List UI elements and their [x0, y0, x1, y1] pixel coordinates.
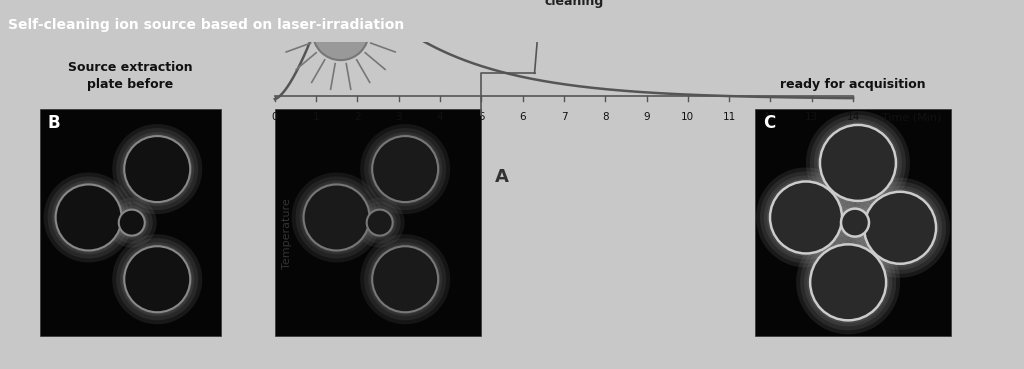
Ellipse shape — [312, 4, 369, 60]
Ellipse shape — [117, 208, 146, 238]
Text: Self-cleaning ion source based on laser-irradiation: Self-cleaning ion source based on laser-… — [8, 18, 404, 32]
Ellipse shape — [360, 124, 451, 214]
Text: 0: 0 — [271, 113, 279, 123]
Ellipse shape — [53, 183, 124, 252]
Ellipse shape — [113, 234, 203, 324]
Ellipse shape — [300, 180, 374, 255]
Text: B: B — [47, 114, 60, 132]
Ellipse shape — [838, 206, 872, 239]
Ellipse shape — [817, 122, 899, 204]
Ellipse shape — [369, 132, 442, 206]
Ellipse shape — [106, 198, 157, 248]
Text: Source extraction
plate before: Source extraction plate before — [68, 61, 193, 91]
Ellipse shape — [44, 172, 134, 262]
Text: Time (Min): Time (Min) — [883, 113, 942, 123]
Ellipse shape — [756, 168, 856, 268]
Ellipse shape — [117, 238, 199, 320]
Ellipse shape — [810, 115, 906, 211]
Ellipse shape — [806, 111, 910, 215]
Text: 1: 1 — [312, 113, 319, 123]
Text: 2: 2 — [354, 113, 360, 123]
Text: Temperature: Temperature — [282, 199, 292, 269]
Ellipse shape — [303, 184, 370, 251]
Ellipse shape — [292, 172, 382, 262]
Text: 13: 13 — [805, 113, 818, 123]
Ellipse shape — [55, 184, 122, 251]
Ellipse shape — [115, 206, 148, 239]
Ellipse shape — [365, 208, 394, 238]
Ellipse shape — [119, 210, 144, 236]
Ellipse shape — [858, 186, 942, 270]
Ellipse shape — [117, 128, 199, 210]
Ellipse shape — [360, 234, 451, 324]
Ellipse shape — [365, 238, 446, 320]
Text: C: C — [763, 114, 775, 132]
Text: 12: 12 — [764, 113, 777, 123]
Ellipse shape — [358, 201, 400, 244]
Ellipse shape — [864, 192, 936, 264]
Ellipse shape — [367, 210, 392, 236]
Ellipse shape — [800, 234, 896, 330]
Text: 9: 9 — [643, 113, 650, 123]
Ellipse shape — [51, 180, 126, 255]
Text: 10: 10 — [681, 113, 694, 123]
Ellipse shape — [820, 125, 896, 201]
Ellipse shape — [770, 182, 842, 254]
Text: 8: 8 — [602, 113, 608, 123]
Ellipse shape — [296, 176, 378, 258]
Ellipse shape — [365, 128, 446, 210]
Ellipse shape — [372, 136, 438, 202]
Ellipse shape — [764, 176, 848, 259]
Text: 14: 14 — [847, 113, 860, 123]
Ellipse shape — [371, 134, 440, 204]
Ellipse shape — [850, 178, 950, 278]
Ellipse shape — [120, 242, 195, 316]
Ellipse shape — [302, 183, 372, 252]
Ellipse shape — [120, 132, 195, 206]
Text: A: A — [496, 168, 509, 186]
Ellipse shape — [124, 246, 190, 312]
Ellipse shape — [371, 244, 440, 314]
Ellipse shape — [113, 124, 203, 214]
Ellipse shape — [122, 134, 193, 204]
Ellipse shape — [807, 241, 889, 323]
Text: 4: 4 — [436, 113, 443, 123]
Ellipse shape — [369, 242, 442, 316]
Text: 7: 7 — [560, 113, 567, 123]
Text: 5: 5 — [478, 113, 484, 123]
Ellipse shape — [831, 199, 879, 246]
Ellipse shape — [124, 136, 190, 202]
Ellipse shape — [861, 189, 939, 267]
Ellipse shape — [767, 179, 845, 256]
Ellipse shape — [48, 176, 130, 258]
Ellipse shape — [111, 201, 153, 244]
Text: 3: 3 — [395, 113, 402, 123]
Ellipse shape — [854, 182, 946, 274]
Text: cleaning: cleaning — [545, 0, 603, 8]
Ellipse shape — [122, 244, 193, 314]
Text: 6: 6 — [519, 113, 526, 123]
Ellipse shape — [796, 230, 900, 334]
Bar — [274, 109, 480, 336]
Text: ready for acquisition: ready for acquisition — [780, 78, 926, 91]
Ellipse shape — [354, 198, 404, 248]
Ellipse shape — [841, 208, 869, 237]
Ellipse shape — [362, 206, 396, 239]
Ellipse shape — [810, 244, 886, 320]
Ellipse shape — [814, 119, 902, 207]
Text: 11: 11 — [723, 113, 736, 123]
Bar — [40, 109, 221, 336]
Ellipse shape — [804, 238, 892, 326]
Ellipse shape — [760, 172, 852, 263]
Ellipse shape — [827, 194, 883, 251]
Bar — [755, 109, 951, 336]
Ellipse shape — [835, 203, 874, 243]
Ellipse shape — [372, 246, 438, 312]
